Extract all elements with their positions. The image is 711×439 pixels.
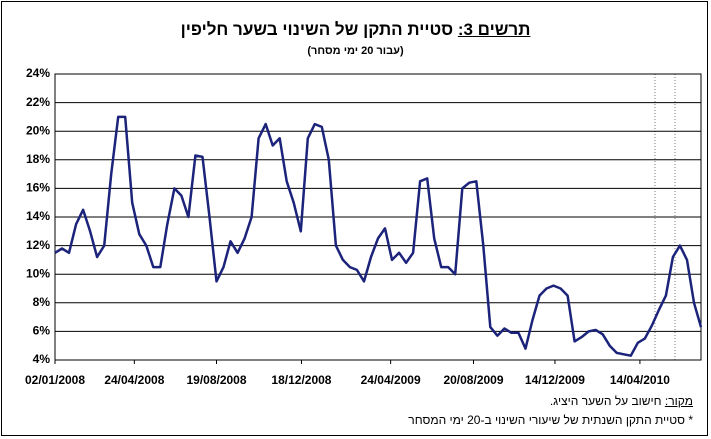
y-tick-label: 14% (26, 209, 50, 223)
footnote: * סטיית התקן השנתית של שיעורי השינוי ב-2… (408, 413, 693, 427)
x-tick-label: 20/08/2009 (443, 373, 503, 387)
y-tick-label: 10% (26, 266, 50, 280)
y-tick-label: 12% (26, 238, 50, 252)
x-tick-label: 02/01/2008 (25, 373, 85, 387)
source-label: מקור: (664, 394, 693, 408)
y-tick-label: 16% (26, 181, 50, 195)
y-tick-label: 4% (33, 352, 51, 366)
y-tick-label: 6% (33, 324, 51, 338)
y-tick-label: 8% (33, 295, 51, 309)
y-tick-label: 24% (26, 66, 50, 80)
x-tick-label: 24/04/2008 (104, 373, 164, 387)
source-note: מקור: חישוב על השער היציג. (550, 394, 693, 408)
x-tick-label: 19/08/2008 (186, 373, 246, 387)
series-line (54, 115, 703, 357)
chart-title: סטיית התקן של השינוי בשער חליפין (180, 20, 454, 39)
title-label: תרשים 3: (457, 20, 531, 39)
y-tick-label: 20% (26, 123, 50, 137)
title: תרשים 3: סטיית התקן של השינוי בשער חליפי… (0, 20, 711, 40)
x-tick-label: 18/12/2008 (271, 373, 331, 387)
x-tick-label: 14/04/2010 (610, 373, 670, 387)
plot-border (54, 73, 702, 361)
source-text: חישוב על השער היציג. (549, 394, 662, 408)
x-tick-label: 14/12/2009 (525, 373, 585, 387)
y-tick-label: 18% (26, 152, 50, 166)
y-tick-label: 22% (26, 95, 50, 109)
subtitle: (עבור 20 ימי מסחר) (307, 45, 404, 57)
x-tick-label: 24/04/2009 (361, 373, 421, 387)
